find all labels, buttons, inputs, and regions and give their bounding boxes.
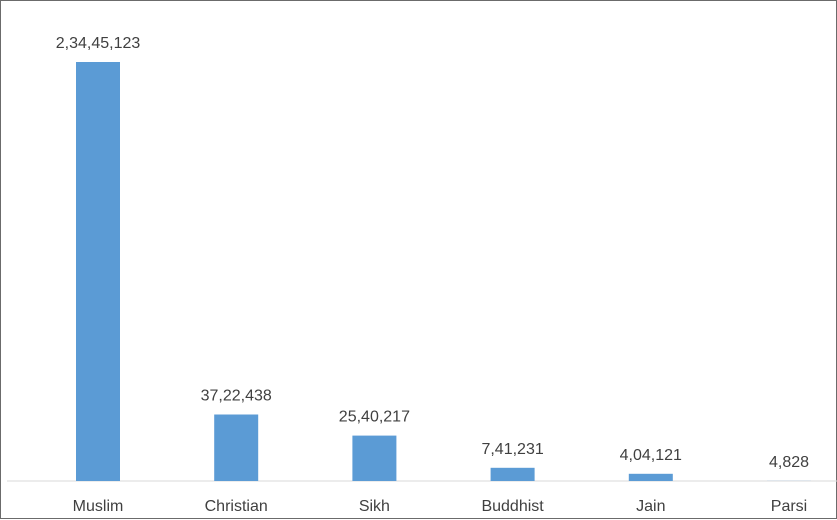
category-label-jain: Jain <box>636 498 665 515</box>
category-label-buddhist: Buddhist <box>481 498 544 515</box>
category-labels-group: Muslim Christian Sikh Buddhist Jain Parsi <box>73 498 808 515</box>
value-label-muslim: 2,34,45,123 <box>56 35 141 52</box>
category-label-christian: Christian <box>205 498 268 515</box>
category-label-muslim: Muslim <box>73 498 124 515</box>
value-label-christian: 37,22,438 <box>201 388 272 405</box>
value-labels-group: 2,34,45,123 37,22,438 25,40,217 7,41,231 4,0… <box>56 35 809 471</box>
category-label-parsi: Parsi <box>771 498 807 515</box>
bar-jain <box>629 474 673 481</box>
bar-buddhist <box>491 468 535 481</box>
bar-muslim <box>76 62 120 481</box>
value-label-buddhist: 7,41,231 <box>481 441 543 458</box>
value-label-jain: 4,04,121 <box>620 447 682 464</box>
value-label-sikh: 25,40,217 <box>339 409 410 426</box>
value-label-parsi: 4,828 <box>769 454 809 471</box>
bars-group <box>76 62 811 481</box>
category-label-sikh: Sikh <box>359 498 390 515</box>
bar-christian <box>214 415 258 482</box>
bar-sikh <box>352 436 396 481</box>
